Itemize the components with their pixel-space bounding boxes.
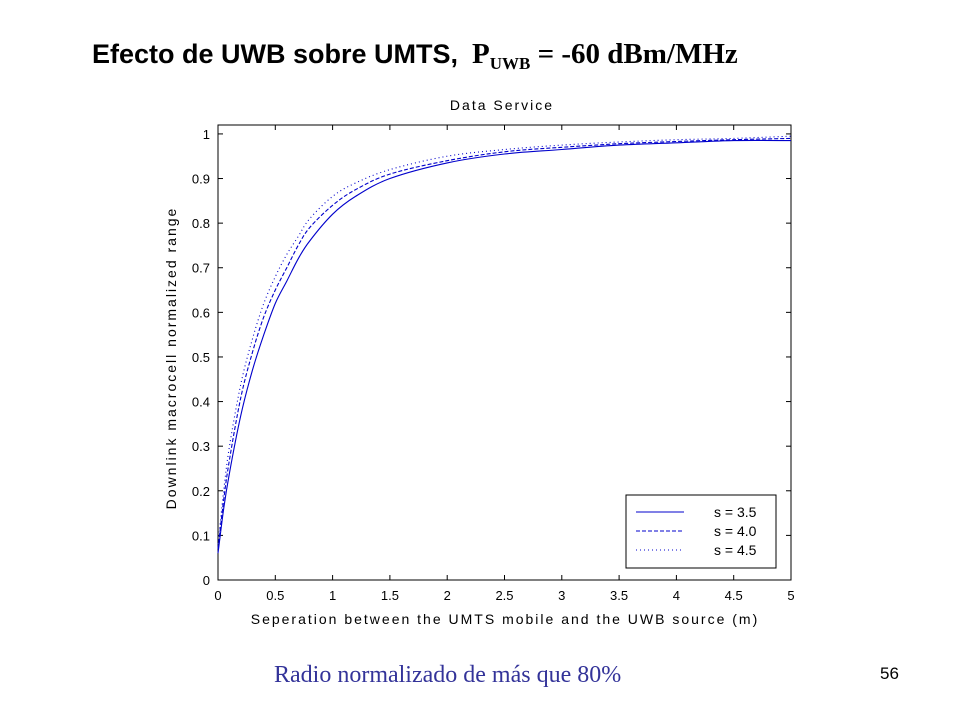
y-tick-label: 0.1 [192, 528, 210, 543]
legend-label-1: s = 3.5 [714, 504, 757, 520]
x-tick-label: 4.5 [725, 588, 743, 603]
x-tick-label: 2.5 [495, 588, 513, 603]
y-tick-label: 0.3 [192, 439, 210, 454]
y-tick-label: 0.2 [192, 484, 210, 499]
slide-title-main: Efecto de UWB sobre UMTS, [92, 39, 459, 69]
y-tick-label: 0.8 [192, 216, 210, 231]
x-axis-label: Seperation between the UMTS mobile and t… [251, 611, 760, 627]
x-tick-label: 4 [673, 588, 680, 603]
y-axis-label: Downlink macrocell normalized range [163, 207, 179, 510]
x-tick-label: 5 [787, 588, 794, 603]
y-tick-label: 1 [203, 127, 210, 142]
slide-title-formula: PUWB = -60 dBm/MHz [472, 38, 738, 73]
x-tick-label: 3 [558, 588, 565, 603]
y-tick-label: 0.5 [192, 350, 210, 365]
y-tick-label: 0.4 [192, 395, 210, 410]
formula-subscript: UWB [489, 54, 531, 73]
x-tick-label: 0 [214, 588, 221, 603]
slide-caption: Radio normalizado de más que 80% [274, 662, 622, 688]
formula-p: P [472, 38, 490, 70]
x-tick-label: 0.5 [266, 588, 284, 603]
y-tick-label: 0.7 [192, 261, 210, 276]
y-tick-label: 0 [203, 573, 210, 588]
series-line-1 [217, 139, 792, 554]
series-layer [217, 135, 792, 554]
slide-title: Efecto de UWB sobre UMTS, PUWB = -60 dBm/… [92, 38, 738, 74]
formula-value: = -60 dBm/MHz [530, 38, 738, 70]
series-line-3 [217, 135, 792, 545]
page-number: 56 [880, 664, 899, 683]
x-tick-label: 1.5 [381, 588, 399, 603]
chart-title: Data Service [450, 97, 554, 113]
axis-ticks: 0 0.5 1 1.5 2 2.5 3 3.5 4 4.5 5 0 0.1 0.2 0.3 0.4 0.5 0.6… [192, 125, 795, 603]
legend-label-2: s = 4.0 [714, 523, 757, 539]
x-tick-label: 2 [444, 588, 451, 603]
y-tick-label: 0.9 [192, 172, 210, 187]
y-tick-label: 0.6 [192, 305, 210, 320]
legend: s = 3.5 s = 4.0 s = 4.5 [625, 494, 777, 569]
series-line-2 [217, 137, 792, 549]
legend-label-3: s = 4.5 [714, 542, 757, 558]
x-tick-label: 1 [329, 588, 336, 603]
x-tick-label: 3.5 [610, 588, 628, 603]
